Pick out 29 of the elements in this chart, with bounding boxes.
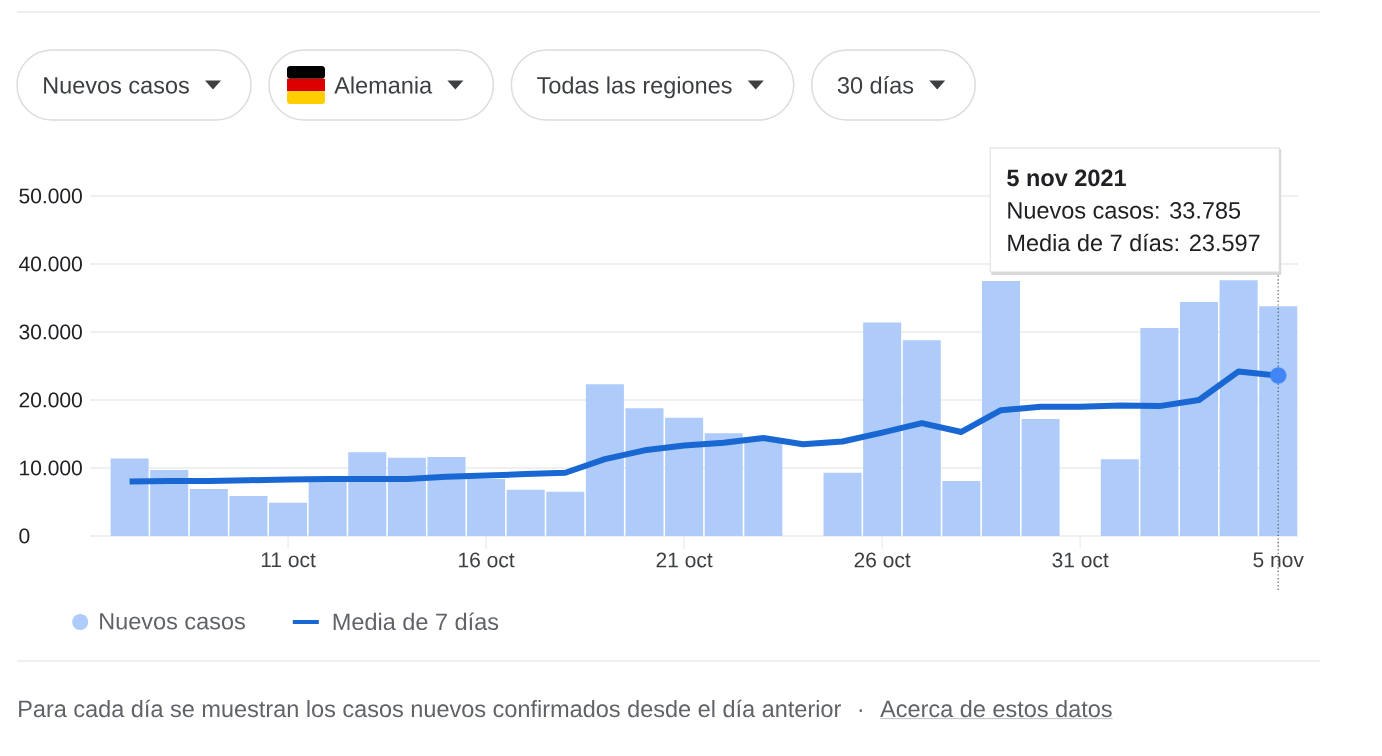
x-tick-label: 31 oct: [1052, 552, 1109, 568]
legend-label: Nuevos casos: [100, 613, 245, 630]
text: Acerca de estos datos: [880, 699, 1112, 718]
x-tick-label: 16 oct: [459, 552, 515, 568]
y-tick-label: 10.000: [20, 460, 82, 476]
annotation: Media de 7 días: 23.597: [1008, 233, 1260, 252]
text: 5 nov 2021: [1007, 169, 1126, 187]
x-tick-label: 5 nov: [1253, 552, 1304, 568]
text: Todas las regiones: [537, 76, 732, 99]
legend-label: Media de 7 días: [333, 612, 499, 631]
bar: [1021, 419, 1060, 536]
text: Alemania: [334, 76, 433, 94]
y-tick-label: 0: [19, 528, 30, 544]
y-tick-label: 50.000: [19, 188, 82, 204]
bar: [269, 502, 308, 536]
y-tick-label: 20.000: [19, 392, 82, 408]
text: ·: [859, 709, 862, 712]
y-tick-label: 30.000: [19, 324, 82, 340]
annotation: Nuevos casos: 33.785: [1008, 202, 1241, 219]
x-tick-label: 21 oct: [656, 552, 713, 568]
bar: [981, 281, 1020, 536]
x-tick-label: 11 oct: [261, 552, 316, 568]
text: Para cada día se muestran los casos nuevos confirmados desde el día anterior: [19, 699, 841, 718]
bar: [467, 478, 506, 536]
y-tick-label: 40.000: [19, 256, 82, 272]
text: Nuevos casos: [44, 77, 189, 94]
bar: [1180, 302, 1219, 536]
x-tick-label: 26 oct: [854, 552, 911, 568]
text: 30 días: [837, 76, 914, 94]
